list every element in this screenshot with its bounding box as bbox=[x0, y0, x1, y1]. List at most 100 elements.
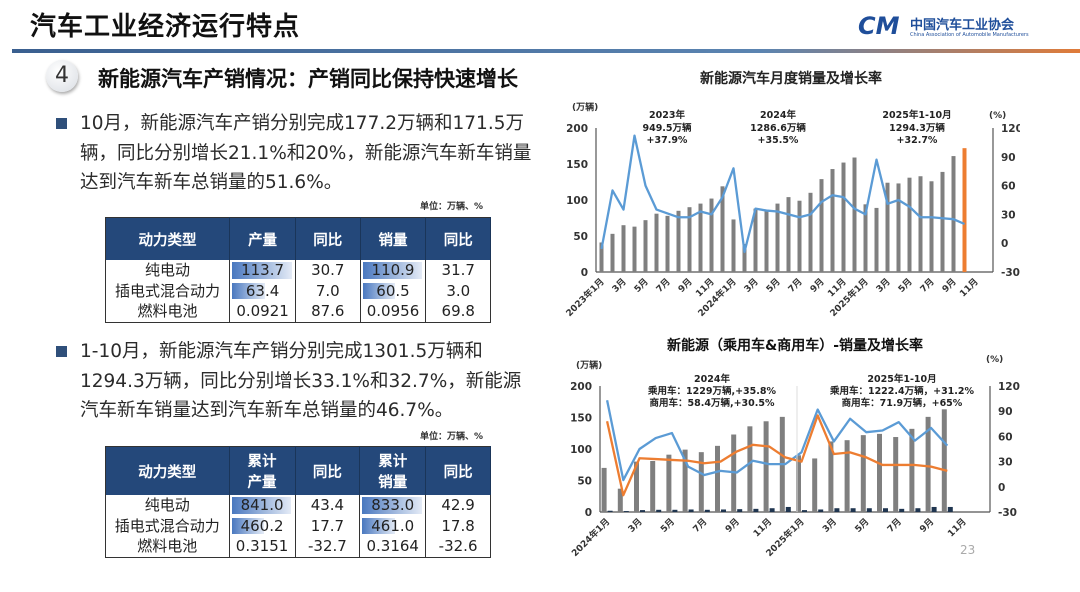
y-tick-label: 50 bbox=[577, 476, 592, 488]
table-cell: 63.4 bbox=[229, 280, 296, 301]
y2-tick-label: 30 bbox=[998, 457, 1013, 469]
x-tick-label: 11月 bbox=[946, 516, 969, 539]
table-cell: 461.0 bbox=[359, 515, 426, 536]
column-header: 同比 bbox=[295, 446, 361, 495]
x-tick-label: 3月 bbox=[626, 516, 645, 535]
bar bbox=[962, 148, 967, 272]
bar bbox=[819, 179, 824, 272]
x-tick-label: 7月 bbox=[654, 276, 673, 295]
cell-value: 0.0956 bbox=[366, 302, 420, 320]
bar bbox=[931, 506, 937, 512]
column-header: 销量 bbox=[360, 217, 427, 260]
table2-unit: 单位：万辆、% bbox=[420, 432, 484, 442]
x-tick-label: 2024年1月 bbox=[569, 516, 612, 559]
bar bbox=[687, 207, 692, 272]
table-cell: 0.3151 bbox=[228, 536, 295, 557]
y2-tick-label: 120 bbox=[998, 381, 1020, 393]
segment-sales-chart: 新能源（乘用车&商用车）-销量及增长率 (万辆) (%) 0 50 100 150 200 -3… bbox=[569, 337, 1020, 559]
cell-value: 17.8 bbox=[441, 516, 475, 535]
y2-tick-label: 60 bbox=[1001, 181, 1016, 193]
bar bbox=[632, 226, 637, 272]
y2-tick-label: 0 bbox=[998, 482, 1005, 494]
annotation-text: 乘用车：1229万辆,+35.8% bbox=[647, 385, 776, 397]
bar bbox=[666, 454, 672, 512]
cell-value: 30.7 bbox=[311, 261, 345, 279]
column-header: 动力类型 bbox=[105, 446, 230, 495]
table-cell: 0.3164 bbox=[359, 536, 426, 557]
x-tick-label: 3月 bbox=[874, 276, 893, 295]
bar bbox=[893, 437, 899, 512]
bar bbox=[896, 183, 901, 272]
cell-value: -32.7 bbox=[307, 537, 347, 555]
bar bbox=[731, 219, 736, 272]
bar bbox=[883, 508, 888, 512]
column-header: 累计 产量 bbox=[229, 446, 296, 495]
cell-value: 42.9 bbox=[441, 496, 475, 514]
bar bbox=[623, 511, 629, 512]
table-row: 插电式混合动力 460.2 17.7 461.0 17.8 bbox=[106, 515, 491, 536]
table-cell: 87.6 bbox=[295, 301, 361, 322]
y-tick-label: 150 bbox=[570, 413, 592, 425]
cell-value: 69.8 bbox=[441, 302, 475, 320]
table-cell: 插电式混合动力 bbox=[106, 281, 230, 302]
x-tick-label: 9月 bbox=[723, 516, 742, 535]
annotation-text: +35.5% bbox=[758, 135, 799, 146]
table-cell: 841.0 bbox=[228, 495, 295, 516]
bar bbox=[720, 186, 725, 272]
cell-value: 60.5 bbox=[376, 281, 410, 300]
cell-value: 0.3151 bbox=[235, 537, 289, 555]
x-tick-label: 11月 bbox=[751, 516, 774, 539]
growth-line bbox=[605, 414, 948, 497]
cell-value: 0.0921 bbox=[236, 302, 289, 320]
cell-value: 17.7 bbox=[310, 516, 345, 535]
paragraph-ytd: 1-10月，新能源汽车产销分别完成1301.5万辆和1294.3万辆，同比分别增… bbox=[56, 337, 536, 426]
bar bbox=[877, 433, 882, 512]
data-bar bbox=[232, 282, 266, 299]
bar bbox=[688, 509, 694, 512]
table-cell: 0.0921 bbox=[229, 301, 296, 322]
table1-unit: 单位：万辆、% bbox=[420, 202, 484, 212]
bar bbox=[698, 203, 703, 272]
y-tick-label: 0 bbox=[585, 507, 592, 519]
cell-value: 纯电动 bbox=[144, 496, 190, 514]
x-tick-label: 5月 bbox=[764, 276, 783, 295]
bar bbox=[925, 416, 931, 512]
cell-value: 110.9 bbox=[371, 261, 415, 279]
column-header: 累计 销量 bbox=[359, 446, 427, 495]
y2-tick-label: 90 bbox=[1001, 152, 1016, 164]
bar bbox=[941, 409, 947, 512]
column-header: 动力类型 bbox=[105, 217, 231, 260]
slide-title: 汽车工业经济运行特点 bbox=[30, 12, 301, 42]
cell-value: 7.0 bbox=[315, 281, 340, 300]
annotation-text: 2024年 bbox=[694, 373, 730, 385]
bar bbox=[607, 510, 613, 512]
header-divider bbox=[12, 49, 1080, 53]
bar bbox=[844, 440, 850, 512]
table-row: 纯电动 841.0 43.4 833.0 42.9 bbox=[106, 495, 491, 516]
cell-value: 43.4 bbox=[310, 496, 345, 514]
table-cell: 460.2 bbox=[228, 515, 295, 536]
x-tick-label: 3月 bbox=[820, 516, 839, 535]
bar bbox=[656, 509, 662, 512]
bar bbox=[812, 458, 818, 512]
ytd-table: 动力类型 累计 产量 同比 累计 销量 同比 纯电动 841.0 43.4 833.0 42.9 插电式… bbox=[105, 446, 491, 558]
bar bbox=[698, 452, 704, 512]
x-tick-label: 2023年1月 bbox=[563, 276, 606, 319]
bar bbox=[753, 208, 758, 272]
table-cell: 3.0 bbox=[425, 280, 491, 301]
bar bbox=[802, 510, 807, 512]
y-axis-label: (万辆) bbox=[576, 359, 602, 371]
table-cell: 0.0956 bbox=[359, 301, 426, 322]
table-cell: -32.6 bbox=[425, 536, 491, 557]
y-tick-label: 50 bbox=[573, 231, 588, 243]
monthly-table: 动力类型 产量 同比 销量 同比 纯电动 113.7 30.7 110.9 31.7 插电式混合动力… bbox=[105, 217, 491, 323]
table-row: 纯电动 113.7 30.7 110.9 31.7 bbox=[106, 260, 491, 281]
bar bbox=[747, 426, 753, 512]
bar bbox=[769, 508, 775, 512]
data-bar bbox=[231, 497, 292, 514]
bar bbox=[763, 421, 769, 512]
x-tick-label: 11月 bbox=[958, 276, 981, 299]
cell-value: 461.0 bbox=[371, 516, 415, 535]
bar bbox=[915, 508, 921, 512]
cell-value: 87.6 bbox=[311, 302, 345, 320]
